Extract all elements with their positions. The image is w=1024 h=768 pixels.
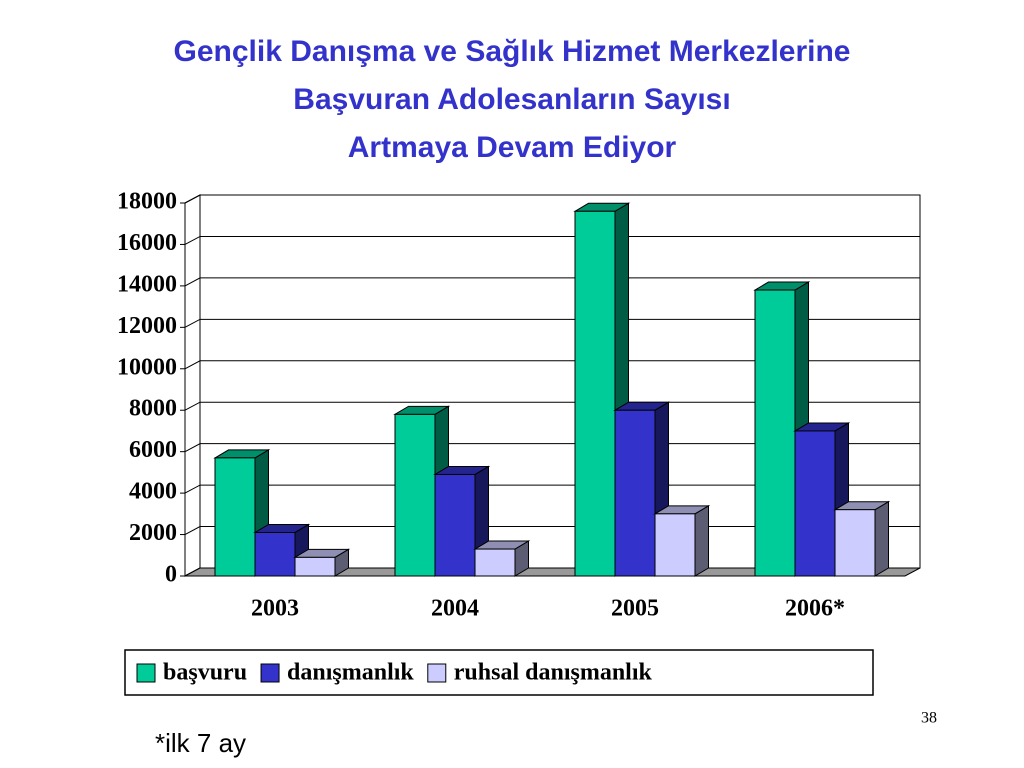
grid-line bbox=[184, 484, 920, 494]
grid-line bbox=[184, 277, 920, 287]
bar bbox=[294, 556, 336, 577]
title-line: Artmaya Devam Ediyor bbox=[348, 131, 677, 164]
side-wall bbox=[184, 194, 201, 577]
bar bbox=[794, 430, 836, 577]
bar bbox=[654, 513, 696, 577]
bar bbox=[574, 210, 616, 577]
legend-swatch bbox=[260, 663, 280, 683]
bar bbox=[754, 289, 796, 577]
bar bbox=[614, 409, 656, 577]
y-tick-label: 0 bbox=[165, 562, 177, 588]
bar-side bbox=[874, 500, 889, 577]
bar bbox=[394, 413, 436, 577]
page-number: 38 bbox=[921, 710, 937, 727]
bar bbox=[214, 457, 256, 577]
y-tick-label: 4000 bbox=[129, 479, 177, 505]
y-tick-label: 8000 bbox=[129, 396, 177, 422]
y-tick-label: 14000 bbox=[117, 271, 177, 297]
title-line: Gençlik Danışma ve Sağlık Hizmet Merkezl… bbox=[174, 35, 851, 68]
legend-label: danışmanlık bbox=[287, 660, 414, 686]
x-tick-label: 2005 bbox=[611, 596, 659, 622]
y-tick-label: 18000 bbox=[117, 189, 177, 215]
legend-label: ruhsal danışmanlık bbox=[454, 660, 653, 686]
y-tick-label: 6000 bbox=[129, 437, 177, 463]
y-tick-label: 16000 bbox=[117, 230, 177, 256]
bar bbox=[254, 531, 296, 577]
legend-swatch bbox=[427, 663, 447, 683]
y-tick-label: 12000 bbox=[117, 313, 177, 339]
legend-swatch bbox=[136, 663, 156, 683]
bar bbox=[434, 473, 476, 577]
footnote: *ilk 7 ay bbox=[155, 728, 246, 758]
x-tick-label: 2006* bbox=[785, 596, 845, 622]
legend-label: başvuru bbox=[163, 660, 247, 686]
grid-line bbox=[184, 401, 920, 411]
title-line: Başvuran Adolesanların Sayısı bbox=[293, 83, 730, 116]
x-tick-label: 2004 bbox=[431, 596, 479, 622]
grid-line bbox=[184, 235, 920, 245]
grid-line bbox=[184, 360, 920, 370]
grid-line bbox=[184, 318, 920, 328]
grid-line bbox=[184, 194, 920, 204]
legend-box bbox=[124, 649, 874, 696]
bar-side bbox=[694, 504, 709, 577]
y-tick-label: 10000 bbox=[117, 354, 177, 380]
x-tick-label: 2003 bbox=[251, 596, 299, 622]
bar bbox=[834, 509, 876, 577]
bar bbox=[474, 548, 516, 577]
y-tick-label: 2000 bbox=[129, 520, 177, 546]
grid-line bbox=[184, 443, 920, 453]
